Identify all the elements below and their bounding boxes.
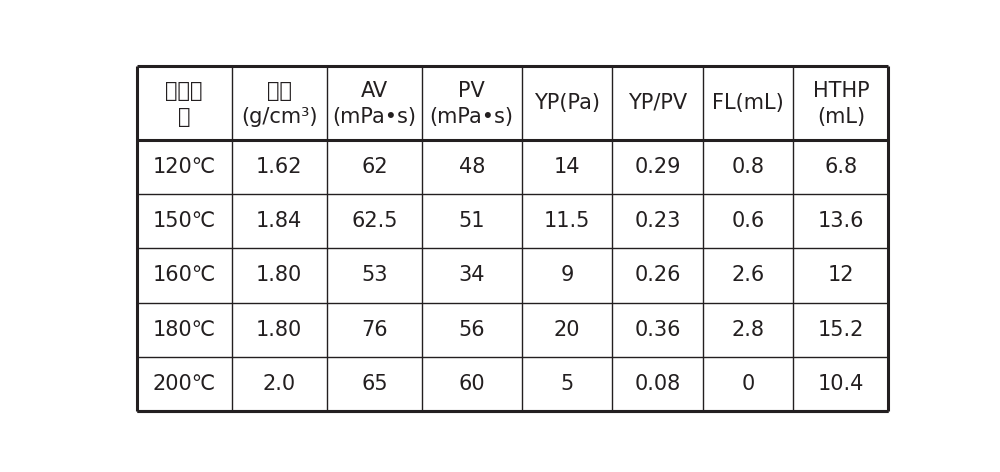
- Text: HTHP: HTHP: [813, 81, 869, 101]
- Text: 200℃: 200℃: [153, 374, 216, 394]
- Text: 0.26: 0.26: [634, 265, 681, 286]
- Text: FL(mL): FL(mL): [712, 93, 784, 113]
- Text: 34: 34: [458, 265, 485, 286]
- Text: 2.0: 2.0: [263, 374, 296, 394]
- Text: 0.8: 0.8: [731, 157, 764, 177]
- Text: YP(Pa): YP(Pa): [534, 93, 600, 113]
- Text: 65: 65: [361, 374, 388, 394]
- Text: 120℃: 120℃: [153, 157, 216, 177]
- Text: 6.8: 6.8: [824, 157, 857, 177]
- Text: 62.5: 62.5: [351, 211, 398, 231]
- Text: (mL): (mL): [817, 107, 865, 127]
- Text: 62: 62: [361, 157, 388, 177]
- Text: 9: 9: [560, 265, 574, 286]
- Text: 10.4: 10.4: [818, 374, 864, 394]
- Text: (mPa•s): (mPa•s): [430, 107, 514, 127]
- Text: 1.62: 1.62: [256, 157, 303, 177]
- Text: 0.23: 0.23: [634, 211, 681, 231]
- Text: 0.29: 0.29: [634, 157, 681, 177]
- Text: 13.6: 13.6: [818, 211, 864, 231]
- Text: 0.08: 0.08: [634, 374, 681, 394]
- Text: 密度: 密度: [267, 81, 292, 101]
- Text: 0: 0: [741, 374, 755, 394]
- Text: 0.6: 0.6: [731, 211, 765, 231]
- Text: 2.8: 2.8: [731, 320, 764, 340]
- Text: 180℃: 180℃: [153, 320, 216, 340]
- Text: (g/cm³): (g/cm³): [241, 107, 318, 127]
- Text: 51: 51: [458, 211, 485, 231]
- Text: 0.36: 0.36: [634, 320, 681, 340]
- Text: 14: 14: [554, 157, 580, 177]
- Text: YP/PV: YP/PV: [628, 93, 687, 113]
- Text: PV: PV: [458, 81, 485, 101]
- Text: 11.5: 11.5: [544, 211, 590, 231]
- Text: 1.80: 1.80: [256, 320, 302, 340]
- Text: 48: 48: [459, 157, 485, 177]
- Text: 15.2: 15.2: [818, 320, 864, 340]
- Text: 12: 12: [828, 265, 854, 286]
- Text: 1.84: 1.84: [256, 211, 302, 231]
- Text: 150℃: 150℃: [153, 211, 216, 231]
- Text: 160℃: 160℃: [152, 265, 216, 286]
- Text: 56: 56: [458, 320, 485, 340]
- Text: 度: 度: [178, 107, 190, 127]
- Text: (mPa•s): (mPa•s): [332, 107, 416, 127]
- Text: 76: 76: [361, 320, 388, 340]
- Text: 2.6: 2.6: [731, 265, 765, 286]
- Text: 20: 20: [554, 320, 580, 340]
- Text: 53: 53: [361, 265, 388, 286]
- Text: 5: 5: [560, 374, 573, 394]
- Text: AV: AV: [361, 81, 388, 101]
- Text: 60: 60: [458, 374, 485, 394]
- Text: 1.80: 1.80: [256, 265, 302, 286]
- Text: 老化温: 老化温: [165, 81, 203, 101]
